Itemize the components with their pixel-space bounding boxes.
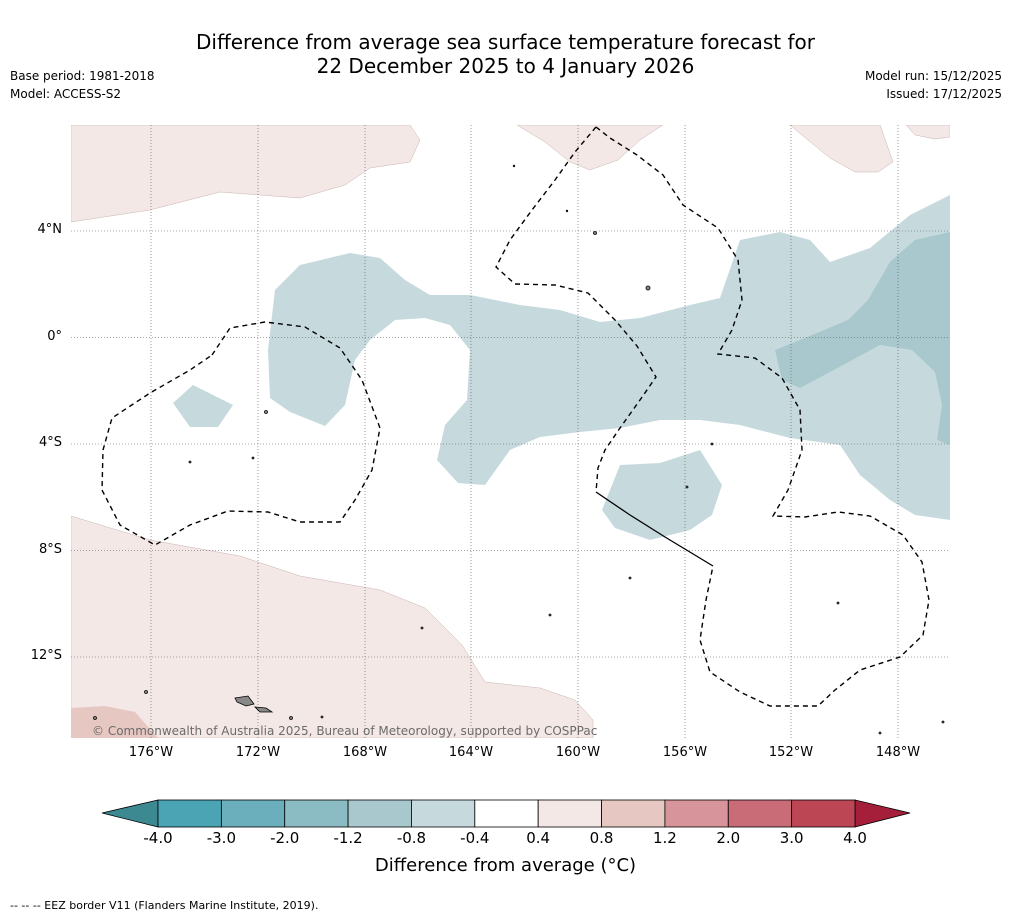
longitude-label: 160°W: [555, 745, 601, 760]
island-dot: [144, 690, 148, 694]
island-dot: [593, 231, 597, 235]
colorbar-segment: [284, 799, 349, 828]
eez-border-north-center: [595, 126, 930, 707]
colorbar-tick-label: 0.8: [589, 829, 614, 847]
warm-region-northeast-corner: [905, 125, 950, 140]
colorbar-segment: [220, 799, 286, 828]
eez-border-center: [495, 126, 657, 493]
colorbar-segment: [727, 799, 793, 828]
colorbar-tick-label: -2.0: [270, 829, 300, 847]
colorbar-tick-label: -0.8: [396, 829, 427, 847]
colorbar-segment: [157, 799, 222, 828]
island-dot: [188, 460, 192, 464]
cool-region-west-island: [173, 385, 233, 427]
colorbar-over-arrow: [854, 799, 911, 828]
title-line-1: Difference from average sea surface temp…: [195, 30, 815, 54]
island-upolu: [234, 695, 255, 707]
cool-region-southeast: [602, 450, 722, 540]
island-dot: [941, 720, 945, 724]
latitude-label: 8°S: [38, 541, 62, 557]
island-dot: [565, 209, 569, 213]
longitude-label: 152°W: [768, 745, 814, 760]
colorbar-title: Difference from average (°C): [374, 855, 637, 876]
longitude-label: 164°W: [448, 745, 494, 760]
eez-border-solid-segment: [595, 491, 714, 567]
island-dot: [685, 485, 689, 489]
warm-region-north-center: [516, 125, 664, 171]
colorbar-tick-label: -3.0: [206, 829, 236, 847]
map-area: [71, 125, 950, 738]
model-name: Model: ACCESS-S2: [10, 87, 122, 101]
colorbar-segment: [411, 799, 476, 828]
colorbar-tick-label: 2.0: [716, 829, 741, 847]
colorbar-segment: [664, 799, 729, 828]
cool-region-main: [268, 195, 950, 520]
eez-border-west: [101, 321, 381, 546]
meta-left: Base period: 1981-2018 Model: ACCESS-S2: [10, 67, 155, 103]
warm-region-southwest: [71, 515, 594, 738]
island-dot: [710, 442, 714, 446]
longitude-label: 156°W: [662, 745, 708, 760]
island-dot: [836, 601, 840, 605]
eez-footnote: -- -- -- EEZ border V11 (Flanders Marine…: [10, 899, 319, 912]
longitude-label: 168°W: [342, 745, 388, 760]
colorbar-tick-label: 1.2: [652, 829, 677, 847]
copyright-text: © Commonwealth of Australia 2025, Bureau…: [92, 724, 598, 738]
cool-region-east-stronger: [775, 232, 950, 445]
island-dot: [878, 731, 882, 735]
island-dot: [93, 716, 97, 720]
colorbar-tick-label: 3.0: [779, 829, 804, 847]
colorbar-segment: [791, 799, 856, 828]
colorbar-tick-label: 0.4: [526, 829, 551, 847]
colorbar-tick-label: 4.0: [843, 829, 867, 847]
longitude-label: 172°W: [235, 745, 281, 760]
island-dot: [512, 164, 516, 168]
colorbar-tick-label: -1.2: [333, 829, 363, 847]
colorbar: [101, 799, 911, 828]
island-dot: [548, 613, 552, 617]
longitude-label: 176°W: [128, 745, 174, 760]
island-dot: [628, 576, 632, 580]
warm-region-northwest: [71, 125, 421, 223]
latitude-label: 0°: [47, 328, 62, 344]
island-dot: [645, 285, 651, 291]
island-dot: [251, 456, 255, 460]
island-dot: [289, 716, 293, 720]
meta-right: Model run: 15/12/2025 Issued: 17/12/2025: [865, 67, 1002, 103]
eez-borders: [101, 126, 930, 707]
warm-region-southwest-strong: [71, 706, 158, 738]
latitude-label: 12°S: [30, 648, 62, 663]
island-dot: [264, 410, 268, 414]
colorbar-segment: [347, 799, 412, 828]
title-line-2: 22 December 2025 to 4 January 2026: [316, 54, 695, 78]
chart-title: Difference from average sea surface temp…: [0, 30, 1011, 78]
longitude-label: 148°W: [875, 745, 921, 760]
model-run: Model run: 15/12/2025: [864, 69, 1002, 83]
colorbar-segment: [601, 799, 666, 828]
colorbar-segment: [474, 799, 539, 828]
base-period: Base period: 1981-2018: [10, 69, 155, 83]
island-dot: [320, 715, 324, 719]
colorbar-under-arrow: [101, 799, 159, 828]
island-dot: [420, 626, 424, 630]
island-savaii: [253, 706, 274, 713]
colorbar-tick-label: -4.0: [143, 829, 173, 847]
latitude-label: 4°S: [38, 435, 62, 450]
islands: [93, 164, 945, 735]
colorbar-segment: [537, 799, 602, 828]
issued-date: Issued: 17/12/2025: [886, 87, 1002, 101]
grid-lines: [71, 125, 950, 738]
latitude-label: 4°N: [37, 222, 63, 237]
colorbar-segments: [157, 799, 856, 828]
colorbar-tick-label: -0.4: [460, 829, 490, 847]
warm-region-northeast: [789, 125, 894, 173]
